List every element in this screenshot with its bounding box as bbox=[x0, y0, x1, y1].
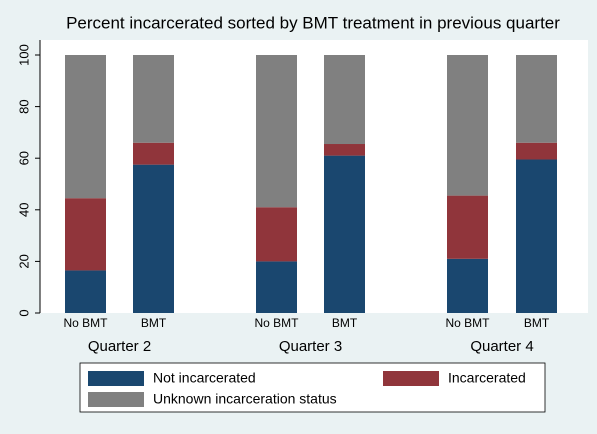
x-tick-label: BMT bbox=[524, 316, 550, 330]
y-tick-label: 0 bbox=[16, 309, 31, 316]
legend-label: Incarcerated bbox=[448, 370, 526, 386]
legend-swatch bbox=[88, 392, 144, 407]
x-tick-label: BMT bbox=[332, 316, 358, 330]
y-tick-label: 40 bbox=[16, 203, 31, 217]
x-tick-label: No BMT bbox=[63, 316, 108, 330]
y-tick-label: 100 bbox=[16, 44, 31, 66]
legend-swatch bbox=[88, 371, 144, 386]
bar-segment bbox=[447, 195, 488, 259]
bar-segment bbox=[65, 55, 106, 199]
bar-segment bbox=[256, 55, 297, 208]
y-tick-label: 60 bbox=[16, 151, 31, 165]
bar-segment bbox=[324, 155, 365, 313]
chart-title: Percent incarcerated sorted by BMT treat… bbox=[66, 13, 560, 32]
bar-segment bbox=[256, 207, 297, 262]
bar-segment bbox=[65, 270, 106, 313]
bar-segment bbox=[447, 55, 488, 196]
group-label: Quarter 2 bbox=[88, 338, 151, 355]
bar-segment bbox=[256, 261, 297, 313]
group-label: Quarter 4 bbox=[470, 338, 533, 355]
bar-segment bbox=[133, 164, 174, 313]
legend-label: Unknown incarceration status bbox=[153, 391, 337, 407]
bar-segment bbox=[133, 142, 174, 165]
y-tick-label: 80 bbox=[16, 99, 31, 113]
bar-segment bbox=[447, 258, 488, 313]
x-tick-label: No BMT bbox=[254, 316, 299, 330]
y-tick-label: 20 bbox=[16, 254, 31, 268]
group-label: Quarter 3 bbox=[279, 338, 342, 355]
bar-segment bbox=[516, 55, 557, 143]
plot-region bbox=[40, 40, 588, 313]
x-tick-label: No BMT bbox=[445, 316, 490, 330]
legend bbox=[79, 362, 546, 413]
bar-segment bbox=[516, 159, 557, 313]
bar-segment bbox=[324, 55, 365, 145]
x-tick-label: BMT bbox=[141, 316, 167, 330]
bar-segment bbox=[516, 142, 557, 160]
bar-segment bbox=[133, 55, 174, 143]
bar-segment bbox=[324, 144, 365, 156]
bar-segment bbox=[65, 198, 106, 271]
legend-label: Not incarcerated bbox=[153, 370, 256, 386]
legend-swatch bbox=[383, 371, 439, 386]
